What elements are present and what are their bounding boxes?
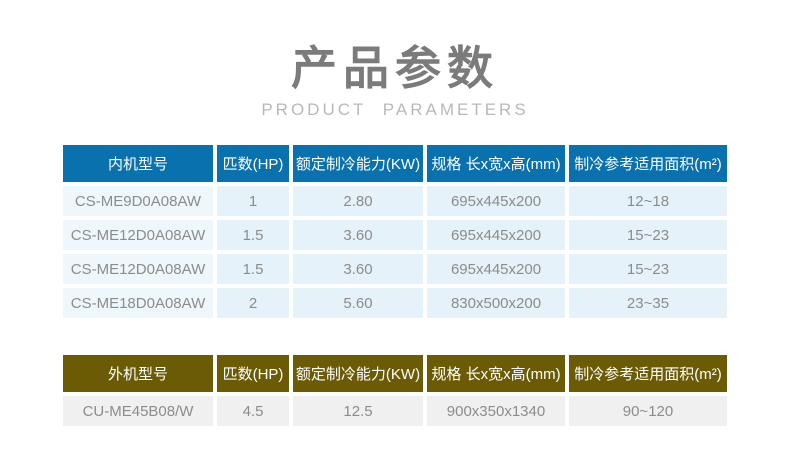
page-header: 产品参数 PRODUCT PARAMETERS: [0, 0, 790, 120]
cell-model: CS-ME12D0A08AW: [63, 254, 213, 284]
table-row: CS-ME9D0A08AW 1 2.80 695x445x200 12~18: [63, 186, 727, 216]
outdoor-table-body: CU-ME45B08/W 4.5 12.5 900x350x1340 90~12…: [63, 396, 727, 426]
cell-capacity: 5.60: [293, 288, 423, 318]
cell-model: CS-ME18D0A08AW: [63, 288, 213, 318]
cell-dimensions: 830x500x200: [427, 288, 565, 318]
cell-dimensions: 695x445x200: [427, 186, 565, 216]
table-row: CS-ME12D0A08AW 1.5 3.60 695x445x200 15~2…: [63, 220, 727, 250]
cell-area: 23~35: [569, 288, 727, 318]
cell-area: 12~18: [569, 186, 727, 216]
indoor-table-body: CS-ME9D0A08AW 1 2.80 695x445x200 12~18 C…: [63, 186, 727, 318]
table-row: CU-ME45B08/W 4.5 12.5 900x350x1340 90~12…: [63, 396, 727, 426]
indoor-unit-table: 内机型号 匹数(HP) 额定制冷能力(KW) 规格 长x宽x高(mm) 制冷参考…: [63, 145, 727, 318]
header-applicable-area: 制冷参考适用面积(m²): [569, 145, 727, 182]
cell-hp: 2: [217, 288, 289, 318]
header-hp: 匹数(HP): [217, 145, 289, 182]
header-rated-cooling-capacity: 额定制冷能力(KW): [293, 355, 423, 392]
cell-capacity: 3.60: [293, 220, 423, 250]
cell-hp: 4.5: [217, 396, 289, 426]
header-indoor-model: 内机型号: [63, 145, 213, 182]
header-hp: 匹数(HP): [217, 355, 289, 392]
cell-area: 90~120: [569, 396, 727, 426]
cell-dimensions: 900x350x1340: [427, 396, 565, 426]
cell-capacity: 2.80: [293, 186, 423, 216]
cell-capacity: 12.5: [293, 396, 423, 426]
page-subtitle: PRODUCT PARAMETERS: [261, 99, 529, 119]
cell-hp: 1: [217, 186, 289, 216]
header-dimensions: 规格 长x宽x高(mm): [427, 355, 565, 392]
header-dimensions: 规格 长x宽x高(mm): [427, 145, 565, 182]
table-row: CS-ME18D0A08AW 2 5.60 830x500x200 23~35: [63, 288, 727, 318]
cell-capacity: 3.60: [293, 254, 423, 284]
cell-dimensions: 695x445x200: [427, 254, 565, 284]
outdoor-unit-table: 外机型号 匹数(HP) 额定制冷能力(KW) 规格 长x宽x高(mm) 制冷参考…: [63, 355, 727, 426]
cell-area: 15~23: [569, 254, 727, 284]
outdoor-table-header-row: 外机型号 匹数(HP) 额定制冷能力(KW) 规格 长x宽x高(mm) 制冷参考…: [63, 355, 727, 392]
header-rated-cooling-capacity: 额定制冷能力(KW): [293, 145, 423, 182]
indoor-table-header-row: 内机型号 匹数(HP) 额定制冷能力(KW) 规格 长x宽x高(mm) 制冷参考…: [63, 145, 727, 182]
page-title: 产品参数: [291, 42, 499, 94]
header-applicable-area: 制冷参考适用面积(m²): [569, 355, 727, 392]
cell-area: 15~23: [569, 220, 727, 250]
cell-model: CS-ME9D0A08AW: [63, 186, 213, 216]
cell-model: CU-ME45B08/W: [63, 396, 213, 426]
cell-hp: 1.5: [217, 254, 289, 284]
cell-dimensions: 695x445x200: [427, 220, 565, 250]
cell-hp: 1.5: [217, 220, 289, 250]
header-outdoor-model: 外机型号: [63, 355, 213, 392]
table-row: CS-ME12D0A08AW 1.5 3.60 695x445x200 15~2…: [63, 254, 727, 284]
cell-model: CS-ME12D0A08AW: [63, 220, 213, 250]
